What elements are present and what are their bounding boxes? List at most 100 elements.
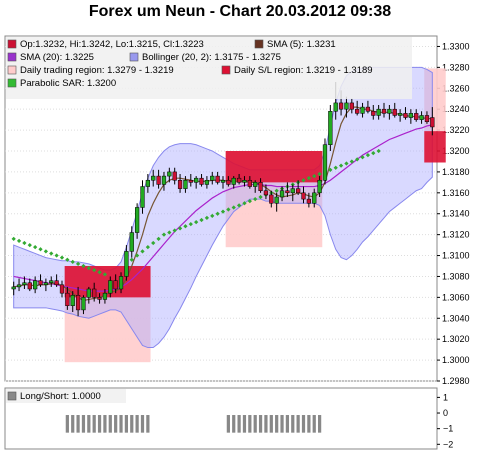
y-tick-label: 1.3280 <box>442 62 470 72</box>
candle-body <box>156 175 161 185</box>
candle-body <box>258 182 263 191</box>
sar-point <box>27 242 32 248</box>
sar-point <box>54 253 59 258</box>
long-short-bar <box>103 415 107 433</box>
candle-body <box>263 190 269 196</box>
y-tick-label: 1.3180 <box>442 167 470 177</box>
candle-body <box>419 115 424 120</box>
candle-body <box>365 106 371 112</box>
candle-body <box>75 295 81 311</box>
candle-body <box>188 180 193 183</box>
legend-swatch <box>7 52 17 62</box>
sar-point <box>371 150 376 156</box>
candle-body <box>129 232 134 252</box>
sar-point <box>274 188 279 193</box>
candle-body <box>11 286 16 290</box>
y-tick-label: 1.3020 <box>442 334 470 344</box>
candle-body <box>371 111 376 116</box>
legend-swatch <box>129 52 139 62</box>
candle-body <box>70 295 75 306</box>
long-short-bar <box>71 415 75 433</box>
candle-body <box>242 180 247 183</box>
sar-point <box>349 159 354 164</box>
sar-point <box>188 222 193 227</box>
sar-point <box>333 165 338 170</box>
candle-body <box>397 113 403 116</box>
legend-swatch <box>221 65 231 75</box>
sar-point <box>210 213 215 218</box>
sar-point <box>183 224 188 229</box>
sar-point <box>129 257 134 262</box>
long-short-bar <box>285 415 290 433</box>
candle-body <box>236 177 242 183</box>
candle-body <box>92 288 97 298</box>
y-tick-label: 1.3040 <box>442 313 470 323</box>
candle-body <box>113 280 118 290</box>
y-tick-label: 1.3000 <box>442 355 470 365</box>
candle-body <box>140 186 145 208</box>
sar-point <box>38 247 43 252</box>
candle-body <box>333 102 338 112</box>
candle-body <box>387 108 392 114</box>
candle-body <box>301 192 306 200</box>
candle-body <box>97 297 102 300</box>
sar-point <box>328 167 333 172</box>
sl-region <box>64 266 151 298</box>
long-short-bar <box>258 415 263 433</box>
candle-body <box>403 113 408 118</box>
long-short-bar <box>312 415 316 433</box>
sar-point <box>151 240 156 246</box>
candle-body <box>183 180 188 189</box>
candle-body <box>118 276 124 290</box>
long-short-bar <box>226 415 230 433</box>
sar-point <box>16 238 22 244</box>
sar-point <box>204 215 210 221</box>
candle-body <box>172 171 177 181</box>
sar-point <box>376 148 381 154</box>
sar-point <box>258 194 263 200</box>
long-short-bar <box>307 415 311 433</box>
candle-body <box>279 190 285 198</box>
sar-point <box>194 219 199 225</box>
sar-point <box>43 249 49 254</box>
candle-body <box>392 108 397 116</box>
y-tick-label: 1.2980 <box>442 376 470 386</box>
candle-body <box>167 171 172 177</box>
legend-label: Bollinger (20, 2): 1.3175 - 1.3275 <box>142 52 281 63</box>
sar-point <box>231 205 236 210</box>
y-tick-label: 1.3120 <box>442 230 470 240</box>
candle-body <box>253 182 258 187</box>
sub-legend-swatch <box>7 391 17 401</box>
sar-point <box>247 199 252 204</box>
sar-point <box>306 176 311 181</box>
long-short-bar <box>242 415 247 433</box>
sar-point <box>365 153 371 158</box>
candle-body <box>414 113 419 120</box>
candle-body <box>81 297 86 311</box>
long-short-bar <box>146 415 150 433</box>
long-short-bar <box>119 415 123 433</box>
candle-body <box>274 196 279 204</box>
long-short-bar <box>108 415 112 433</box>
long-short-bar <box>237 415 241 433</box>
candle-body <box>328 111 333 145</box>
candle-body <box>231 177 236 185</box>
sar-point <box>167 230 172 235</box>
sub-legend-label: Long/Short: 1.0000 <box>20 391 101 402</box>
long-short-bar <box>87 415 91 433</box>
long-short-bar <box>291 415 295 433</box>
candle-body <box>220 180 226 183</box>
candle-body <box>22 282 27 286</box>
candle-body <box>226 180 231 185</box>
candle-body <box>54 280 59 286</box>
long-short-bar <box>65 415 69 433</box>
sar-point <box>140 249 145 254</box>
long-short-bar <box>275 415 279 433</box>
sar-point <box>145 245 150 250</box>
candle-body <box>424 115 430 122</box>
candle-body <box>376 108 381 116</box>
candle-body <box>177 180 183 189</box>
y-tick-label: 1.3140 <box>442 209 470 219</box>
legend-label: SMA (5): 1.3231 <box>267 39 336 50</box>
candle-body <box>338 102 344 110</box>
